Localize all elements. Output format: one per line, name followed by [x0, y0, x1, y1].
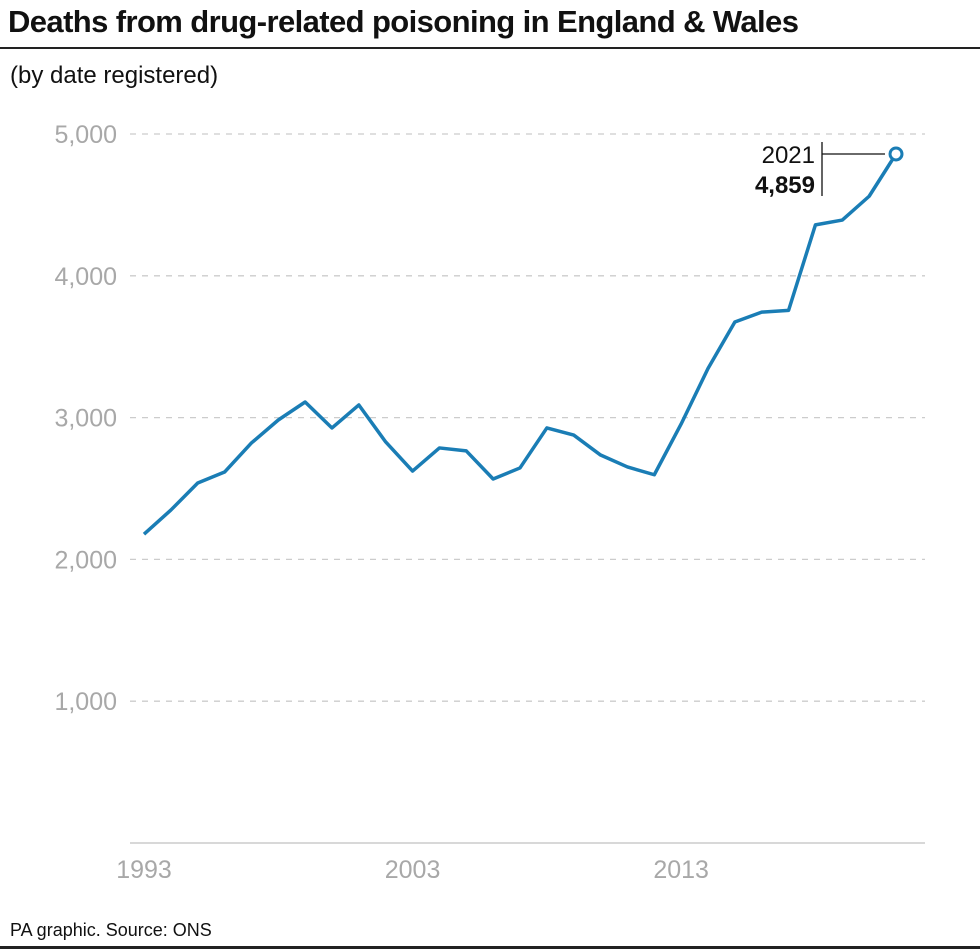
y-tick-label: 4,000	[54, 263, 117, 291]
top-rule	[0, 47, 980, 49]
annotation-value: 4,859	[755, 172, 815, 199]
gridlines	[130, 133, 925, 702]
x-tick-label: 1993	[116, 856, 172, 884]
annotation-year: 2021	[762, 142, 815, 169]
y-tick-label: 5,000	[54, 121, 117, 149]
x-tick-label: 2013	[653, 856, 709, 884]
y-tick-label: 1,000	[54, 688, 117, 716]
source-footer: PA graphic. Source: ONS	[10, 920, 212, 940]
bottom-rule	[0, 946, 980, 949]
endpoint-marker	[888, 146, 904, 162]
y-tick-label: 3,000	[54, 405, 117, 433]
x-tick-label: 2003	[385, 856, 441, 884]
annotation: 2021 4,859	[755, 141, 904, 199]
y-tick-label: 2,000	[54, 546, 117, 574]
y-axis-ticks: 1,000 2,000 3,000 4,000 5,000	[54, 121, 117, 716]
x-axis-ticks: 1993 2003 2013	[116, 856, 709, 884]
series-line	[142, 153, 898, 536]
chart-subtitle: (by date registered)	[10, 62, 219, 89]
chart-title: Deaths from drug-related poisoning in En…	[8, 4, 799, 39]
